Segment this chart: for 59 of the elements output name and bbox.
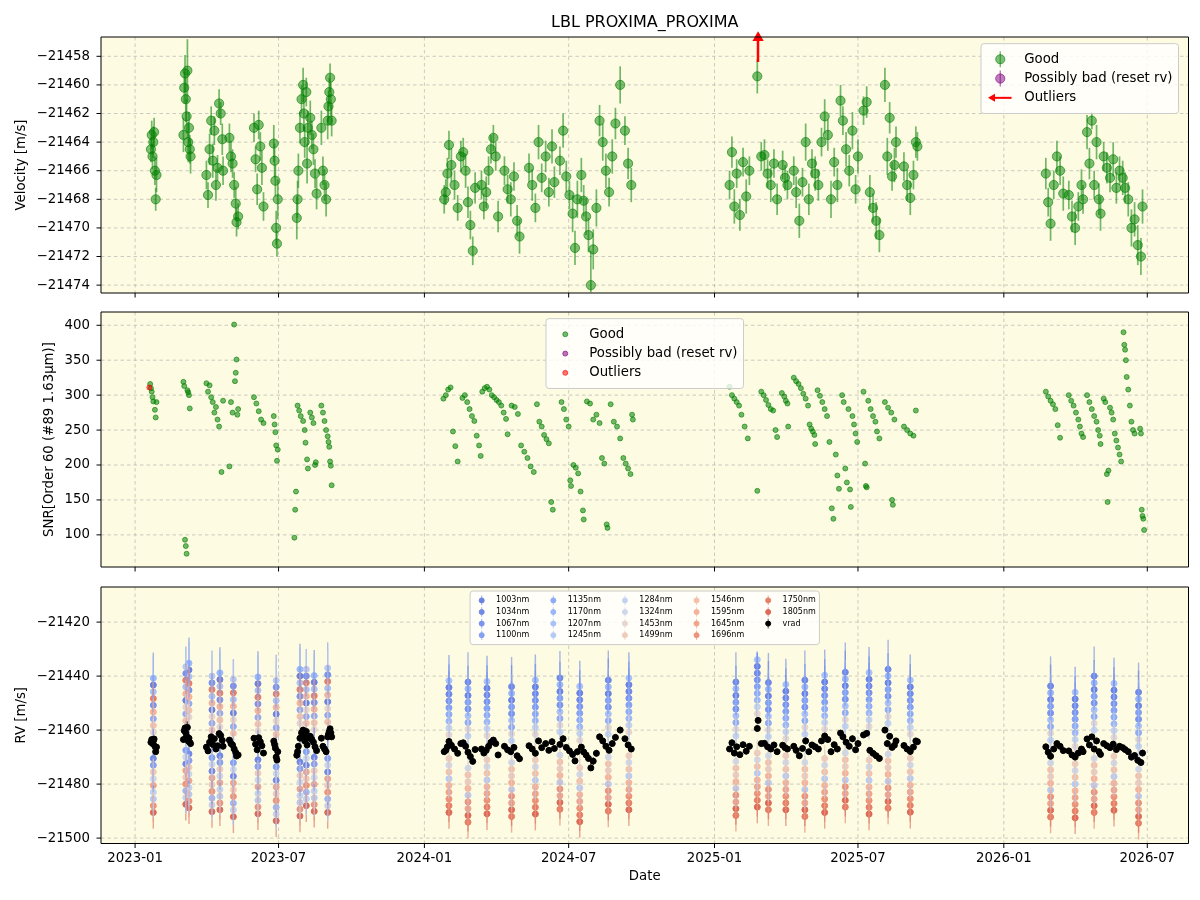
legend-label: 1100nm	[496, 630, 530, 640]
y-tick-label: 150	[64, 491, 90, 507]
legend-label: 1453nm	[639, 618, 673, 628]
legend-label: 1207nm	[567, 618, 602, 628]
legend-label: Outliers	[1024, 89, 1077, 105]
y-tick-label: −21500	[36, 829, 90, 845]
legend-label: 1499nm	[639, 630, 673, 640]
x-axis-title: Date	[628, 868, 661, 884]
legend-label: 1034nm	[496, 607, 530, 617]
y-tick-label: −21480	[36, 775, 90, 791]
x-tick-label: 2025-07	[830, 849, 886, 865]
legend-label: 1067nm	[496, 618, 530, 628]
legend-label: 1546nm	[710, 595, 745, 605]
y-tick-label: 200	[64, 456, 90, 472]
y-tick-label: −21468	[36, 190, 90, 206]
y-tick-label: −21464	[36, 133, 90, 149]
x-tick-label: 2023-01	[107, 849, 163, 865]
legend-label: Possibly bad (reset rv)	[589, 345, 738, 361]
legend-label: 1324nm	[639, 607, 673, 617]
y-tick-label: −21472	[36, 247, 90, 263]
legend-label: Outliers	[589, 364, 642, 380]
y-tick-label: −21470	[36, 219, 90, 235]
x-tick-label: 2024-07	[540, 849, 597, 865]
y-tick-label: −21462	[36, 104, 90, 120]
y-tick-label: −21458	[36, 47, 90, 63]
y-tick-label: 300	[64, 386, 90, 402]
legend-label: 1805nm	[782, 607, 817, 617]
y-tick-label: −21466	[36, 162, 90, 178]
x-tick-label: 2024-01	[396, 849, 453, 865]
legend-label: 1003nm	[496, 595, 530, 605]
legend-label: 1245nm	[567, 630, 602, 640]
legend-label: 1135nm	[567, 595, 602, 605]
y-axis-title: RV [m/s]	[12, 686, 28, 744]
y-tick-label: −21440	[36, 667, 90, 683]
y-axis-title: Velocity [m/s]	[12, 119, 28, 211]
legend-label: Good	[589, 325, 625, 341]
x-tick-label: 2026-01	[976, 849, 1032, 865]
x-tick-label: 2025-01	[686, 849, 743, 865]
legend-label: 1284nm	[639, 595, 673, 605]
y-tick-label: 250	[64, 421, 90, 437]
legend-label: 1595nm	[710, 607, 745, 617]
y-tick-label: −21460	[36, 721, 90, 737]
y-tick-label: −21474	[36, 276, 90, 292]
x-tick-label: 2026-07	[1119, 849, 1176, 865]
y-tick-label: 400	[64, 316, 90, 332]
legend-label: Possibly bad (reset rv)	[1024, 70, 1173, 86]
legend-label: 1645nm	[710, 618, 745, 628]
y-axis-title: SNR[Order 60 (#89 1.63μm)]	[40, 342, 56, 537]
legend-label: Good	[1024, 50, 1060, 66]
legend-label: 1696nm	[710, 630, 745, 640]
y-tick-label: 350	[64, 351, 90, 367]
chart-title: LBL PROXIMA_PROXIMA	[551, 12, 739, 33]
y-tick-label: 100	[64, 526, 90, 542]
y-tick-label: −21460	[36, 76, 90, 92]
legend-label: vrad	[782, 618, 801, 628]
y-tick-label: −21420	[36, 613, 90, 629]
x-tick-label: 2023-07	[250, 849, 307, 865]
legend-label: 1170nm	[567, 607, 602, 617]
legend-label: 1750nm	[782, 595, 817, 605]
